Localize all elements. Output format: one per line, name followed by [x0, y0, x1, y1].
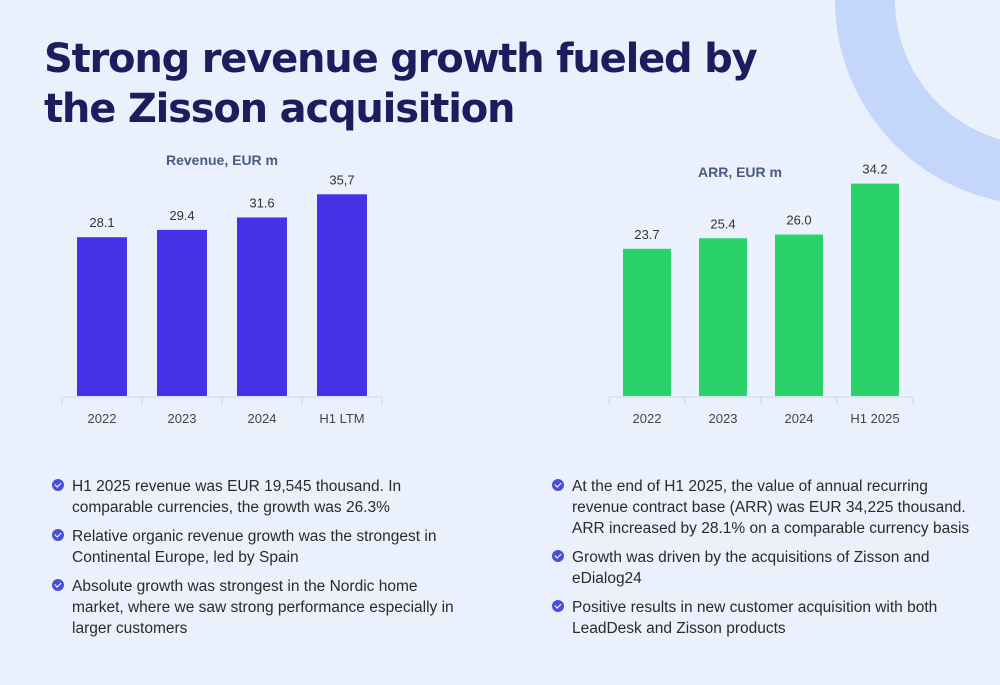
category-label: 2023 — [168, 411, 197, 426]
category-label: H1 LTM — [319, 411, 364, 426]
category-label: H1 2025 — [850, 411, 899, 426]
category-label: 2024 — [248, 411, 277, 426]
bullet-item: Positive results in new customer acquisi… — [552, 597, 972, 639]
bullet-list-left: H1 2025 revenue was EUR 19,545 thousand.… — [52, 476, 472, 647]
bar-value-label: 28.1 — [89, 215, 114, 230]
bar — [851, 183, 899, 396]
category-label: 2023 — [709, 411, 738, 426]
bar-value-label: 34.2 — [862, 162, 887, 177]
bar-value-label: 25.4 — [710, 216, 735, 231]
bar — [237, 217, 287, 396]
bullet-text: Growth was driven by the acquisitions of… — [572, 549, 930, 587]
bullet-text: Positive results in new customer acquisi… — [572, 599, 938, 637]
bar-value-label: 31.6 — [249, 195, 274, 210]
chart-title: ARR, EUR m — [698, 164, 782, 180]
check-circle-icon — [52, 529, 64, 541]
bullet-item: Absolute growth was strongest in the Nor… — [52, 576, 472, 639]
bullet-item: H1 2025 revenue was EUR 19,545 thousand.… — [52, 476, 472, 518]
bar-value-label: 35,7 — [329, 172, 354, 187]
check-circle-icon — [552, 479, 564, 491]
bar — [775, 234, 823, 396]
bullet-text: Absolute growth was strongest in the Nor… — [72, 578, 454, 637]
check-circle-icon — [52, 579, 64, 591]
bullet-text: Relative organic revenue growth was the … — [72, 528, 437, 566]
bullet-list-right: At the end of H1 2025, the value of annu… — [552, 476, 972, 647]
bar-value-label: 26.0 — [786, 213, 811, 228]
chart-title: Revenue, EUR m — [166, 152, 278, 168]
bullet-item: Relative organic revenue growth was the … — [52, 526, 472, 568]
check-circle-icon — [552, 600, 564, 612]
bar — [699, 238, 747, 396]
bar — [623, 248, 671, 396]
bar-value-label: 29.4 — [169, 208, 194, 223]
check-circle-icon — [552, 550, 564, 562]
bullet-text: H1 2025 revenue was EUR 19,545 thousand.… — [72, 478, 402, 516]
bar — [317, 194, 367, 396]
page-title: Strong revenue growth fueled by the Ziss… — [44, 36, 758, 132]
bar-value-label: 23.7 — [634, 227, 659, 242]
bar — [157, 229, 207, 396]
bullet-text: At the end of H1 2025, the value of annu… — [572, 478, 970, 537]
check-circle-icon — [52, 479, 64, 491]
bullet-item: Growth was driven by the acquisitions of… — [552, 547, 972, 589]
bullet-item: At the end of H1 2025, the value of annu… — [552, 476, 972, 539]
bar — [77, 237, 127, 396]
category-label: 2022 — [633, 411, 662, 426]
category-label: 2024 — [785, 411, 814, 426]
category-label: 2022 — [88, 411, 117, 426]
